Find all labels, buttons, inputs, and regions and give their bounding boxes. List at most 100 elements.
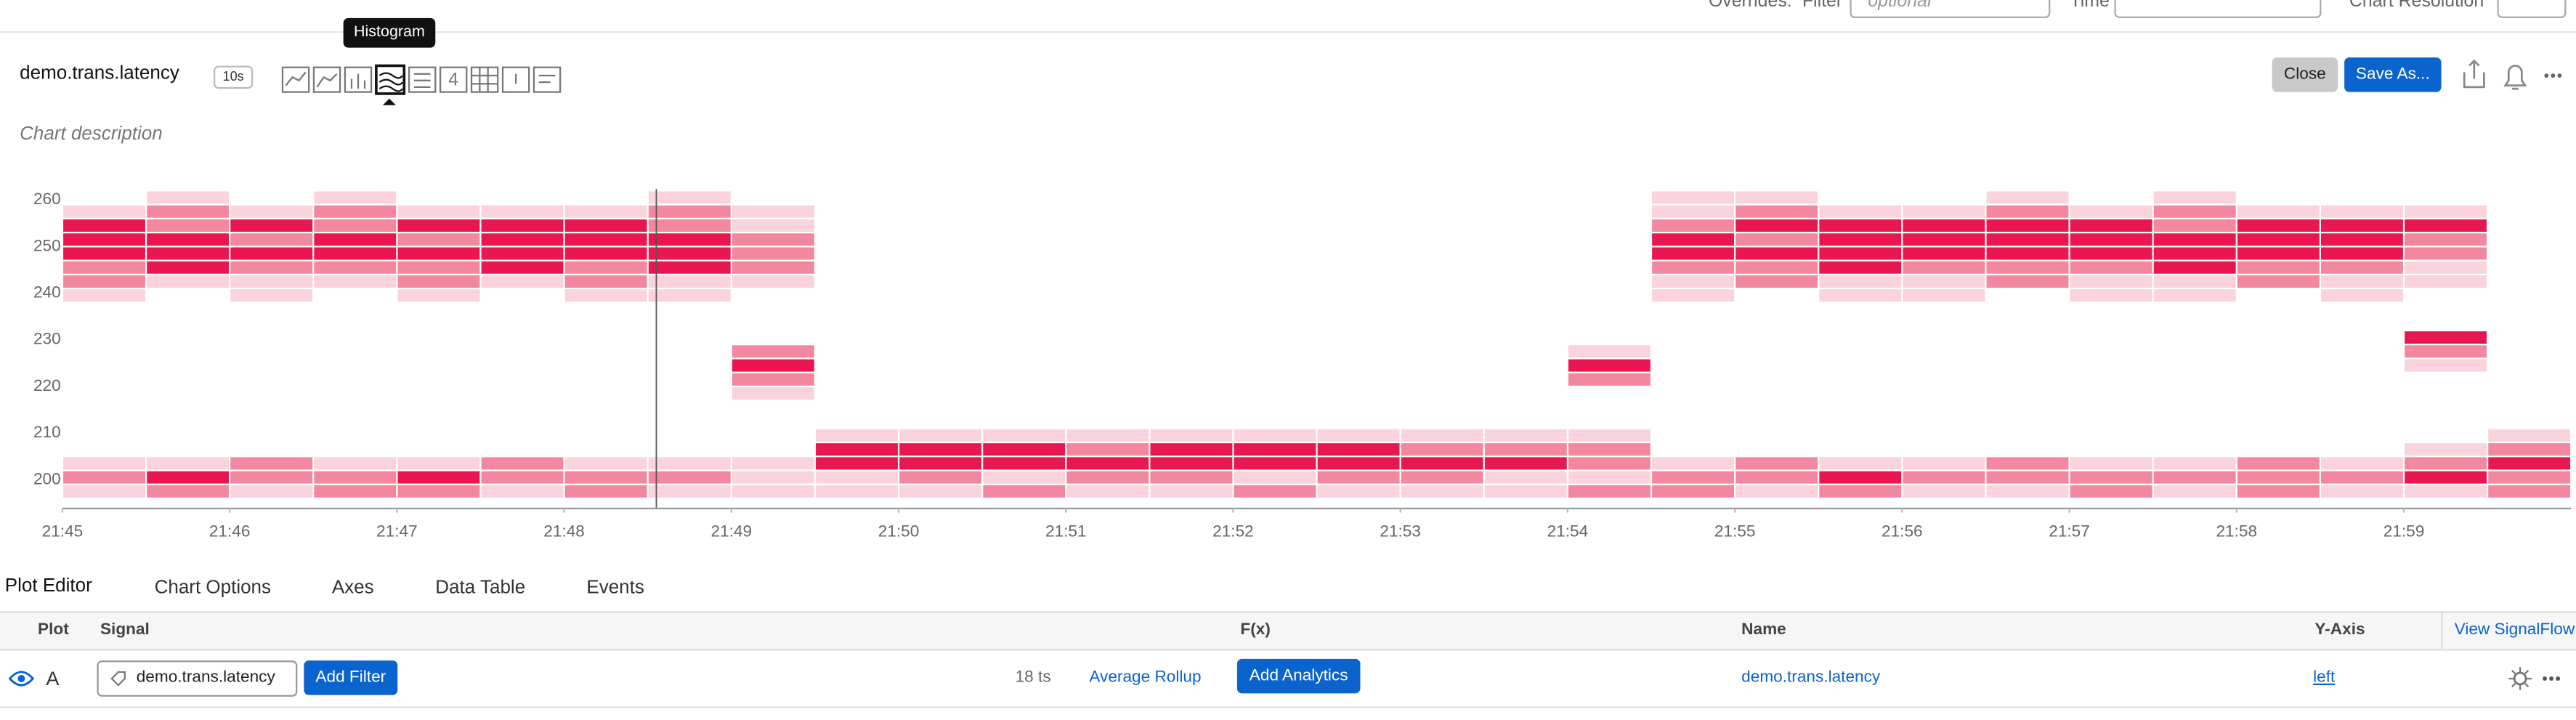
tab[interactable]: Data Table — [435, 578, 526, 599]
heatmap-cell — [1317, 317, 1400, 330]
heatmap-cell — [816, 247, 898, 260]
column-header: F(x) — [1240, 620, 1271, 639]
heatmap-cell — [1150, 373, 1233, 386]
heatmap-cell — [1735, 471, 1818, 484]
y-axis-link[interactable]: left — [2313, 668, 2336, 687]
time-input[interactable] — [2114, 0, 2322, 18]
alert-icon[interactable] — [2503, 65, 2527, 90]
heatmap-cell — [1317, 457, 1400, 470]
heatmap-cell — [564, 373, 647, 386]
heatmap-cell — [1317, 205, 1400, 218]
single-value-icon[interactable] — [439, 66, 468, 93]
heatmap-cell — [481, 317, 564, 330]
line-icon[interactable] — [281, 66, 310, 93]
heatmap-cell — [2070, 401, 2152, 414]
heatmap-cell — [1484, 317, 1567, 330]
heatmap-cell — [2488, 429, 2571, 442]
heatmap-cell — [397, 373, 480, 386]
heatmap-cell — [1401, 485, 1483, 498]
heatmap-cell — [2070, 205, 2152, 218]
heatmap-cell — [2488, 415, 2571, 428]
close-button[interactable]: Close — [2272, 57, 2338, 92]
heatmap-icon[interactable] — [375, 64, 406, 95]
event-icon[interactable] — [501, 66, 530, 93]
plot-name[interactable]: demo.trans.latency — [1741, 668, 1881, 687]
divider — [2441, 612, 2443, 650]
tab[interactable]: Chart Options — [154, 578, 272, 599]
heatmap-cell — [564, 205, 647, 218]
heatmap-cell — [648, 205, 731, 218]
heatmap-cell — [2405, 275, 2487, 288]
signal-input[interactable]: demo.trans.latency — [97, 660, 298, 697]
heatmap-cell — [732, 289, 814, 302]
heatmap-cell — [1652, 373, 1734, 386]
settings-icon[interactable] — [2508, 667, 2532, 690]
view-signalflow-link[interactable]: View SignalFlow — [2454, 620, 2575, 639]
tab[interactable]: Axes — [331, 578, 374, 599]
heatmap-cell — [230, 331, 313, 344]
ts-count: 18 ts — [1015, 668, 1051, 687]
heatmap-cell — [648, 289, 731, 302]
heatmap-cell — [1819, 331, 1902, 344]
heatmap-cell — [2405, 247, 2487, 260]
filter-input[interactable]: optional — [1850, 0, 2051, 18]
share-icon[interactable] — [2463, 59, 2485, 89]
resolution-badge[interactable]: 10s — [213, 65, 254, 89]
heatmap-cell — [1652, 331, 1734, 344]
heatmap-cell — [63, 317, 145, 330]
area-icon[interactable] — [312, 66, 341, 93]
heatmap-cell — [2488, 317, 2571, 330]
heatmap-cell — [2237, 191, 2320, 204]
heatmap-cell — [1986, 401, 2069, 414]
heatmap-cell — [564, 429, 647, 442]
resolution-button[interactable] — [2497, 0, 2567, 18]
heatmap-cell — [2488, 247, 2571, 260]
heatmap-cell — [397, 471, 480, 484]
more-icon[interactable] — [2544, 73, 2562, 78]
save-as-button[interactable]: Save As... — [2344, 57, 2442, 92]
heatmap-cell — [314, 457, 397, 470]
column-icon[interactable] — [344, 66, 373, 93]
heatmap-cell — [732, 303, 814, 316]
text-icon[interactable] — [532, 66, 562, 93]
heatmap-cell — [63, 205, 145, 218]
heatmap-cell — [564, 261, 647, 274]
heatmap-cell — [983, 331, 1066, 344]
heatmap-cell — [2321, 359, 2403, 372]
more-icon[interactable] — [2543, 676, 2561, 681]
heatmap-cell — [2321, 457, 2403, 470]
heatmap-cell — [1986, 359, 2069, 372]
column-header: Name — [1741, 620, 1786, 639]
heatmap-cell — [314, 331, 397, 344]
heatmap-cell — [1819, 443, 1902, 456]
heatmap-cell — [648, 247, 731, 260]
heatmap-cell — [314, 261, 397, 274]
heatmap-cell — [230, 471, 313, 484]
heatmap-cell — [2070, 233, 2152, 246]
heatmap-cell — [2321, 415, 2403, 428]
grid-icon[interactable] — [470, 66, 499, 93]
add-filter-button[interactable]: Add Filter — [304, 660, 398, 695]
heatmap-cell — [983, 471, 1066, 484]
heatmap-cell — [1150, 401, 1233, 414]
heatmap-cell — [481, 205, 564, 218]
heatmap-cell — [314, 401, 397, 414]
heatmap-cell — [2405, 485, 2487, 498]
add-analytics-button[interactable]: Add Analytics — [1236, 658, 1361, 694]
x-tick-label: 21:47 — [376, 522, 418, 541]
heatmap-cell — [2237, 289, 2320, 302]
heatmap-cell — [1484, 275, 1567, 288]
heatmap-cell — [648, 457, 731, 470]
tab[interactable]: Events — [586, 578, 644, 599]
heatmap-cell — [983, 415, 1066, 428]
heatmap-cell — [2153, 429, 2236, 442]
heatmap-cell — [147, 191, 230, 204]
heatmap-cell — [2321, 387, 2403, 400]
visibility-icon[interactable] — [8, 668, 35, 688]
heatmap-cell — [732, 359, 814, 372]
heatmap-cell — [1652, 401, 1734, 414]
tab-active[interactable]: Plot Editor — [4, 576, 92, 596]
rollup-link[interactable]: Average Rollup — [1089, 668, 1202, 687]
heatmap-cell — [1150, 443, 1233, 456]
list-icon[interactable] — [408, 66, 437, 93]
